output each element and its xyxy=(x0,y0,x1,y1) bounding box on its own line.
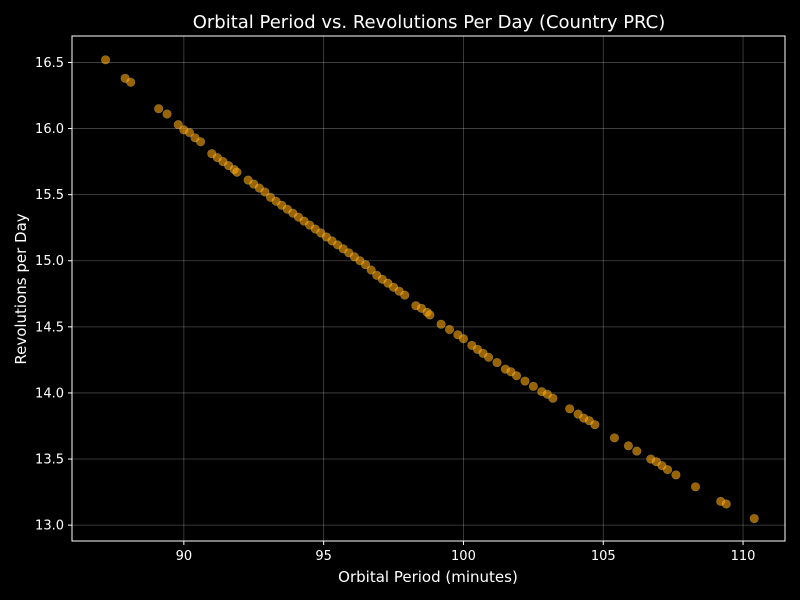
data-point xyxy=(528,381,538,391)
y-tick-label: 15.5 xyxy=(35,188,64,203)
x-axis-label: Orbital Period (minutes) xyxy=(338,568,518,586)
y-tick-label: 15.0 xyxy=(35,254,64,269)
data-point xyxy=(484,352,494,362)
data-point xyxy=(609,433,620,443)
y-axis-ticks: 13.0 13.5 14.0 14.5 15.0 15.5 16.0 16.5 xyxy=(35,56,72,534)
data-point xyxy=(360,260,371,270)
y-axis-label: Revolutions per Day xyxy=(12,213,30,364)
data-point xyxy=(154,104,164,114)
x-axis-ticks: 90 95 100 105 110 xyxy=(176,541,756,564)
y-tick-label: 13.5 xyxy=(35,453,64,468)
data-point xyxy=(520,376,530,386)
y-tick-label: 14.5 xyxy=(35,320,64,335)
data-point xyxy=(400,290,410,300)
data-point xyxy=(671,470,681,480)
data-point xyxy=(623,441,634,451)
data-point xyxy=(425,310,435,320)
data-point xyxy=(721,499,731,509)
data-point xyxy=(173,119,183,130)
x-tick-label: 110 xyxy=(731,549,756,564)
grid-lines xyxy=(72,36,785,541)
data-point xyxy=(232,167,242,177)
data-point xyxy=(590,420,600,430)
data-point xyxy=(492,357,502,368)
plot-frame xyxy=(71,35,786,542)
data-point xyxy=(126,77,136,87)
chart-title: Orbital Period vs. Revolutions Per Day (… xyxy=(193,12,666,33)
data-point xyxy=(436,319,446,329)
data-point xyxy=(444,324,455,335)
y-tick-label: 16.0 xyxy=(35,122,64,137)
data-point xyxy=(511,371,522,381)
x-tick-label: 100 xyxy=(451,549,476,564)
data-point xyxy=(100,55,111,65)
data-point xyxy=(162,109,172,119)
y-tick-label: 14.0 xyxy=(35,386,64,401)
x-tick-label: 95 xyxy=(315,549,332,564)
data-point xyxy=(366,265,376,275)
y-tick-label: 13.0 xyxy=(35,519,64,534)
data-point xyxy=(690,482,701,492)
x-tick-label: 105 xyxy=(591,549,616,564)
data-point xyxy=(548,393,558,403)
data-point xyxy=(565,404,575,414)
data-point xyxy=(260,187,270,197)
data-point xyxy=(196,137,206,147)
y-tick-label: 16.5 xyxy=(35,56,64,71)
x-tick-label: 90 xyxy=(176,549,193,564)
data-point xyxy=(662,465,673,475)
data-point xyxy=(749,513,759,524)
data-point xyxy=(184,127,195,138)
data-point xyxy=(458,334,469,344)
data-points xyxy=(100,55,759,524)
data-point xyxy=(632,446,642,456)
